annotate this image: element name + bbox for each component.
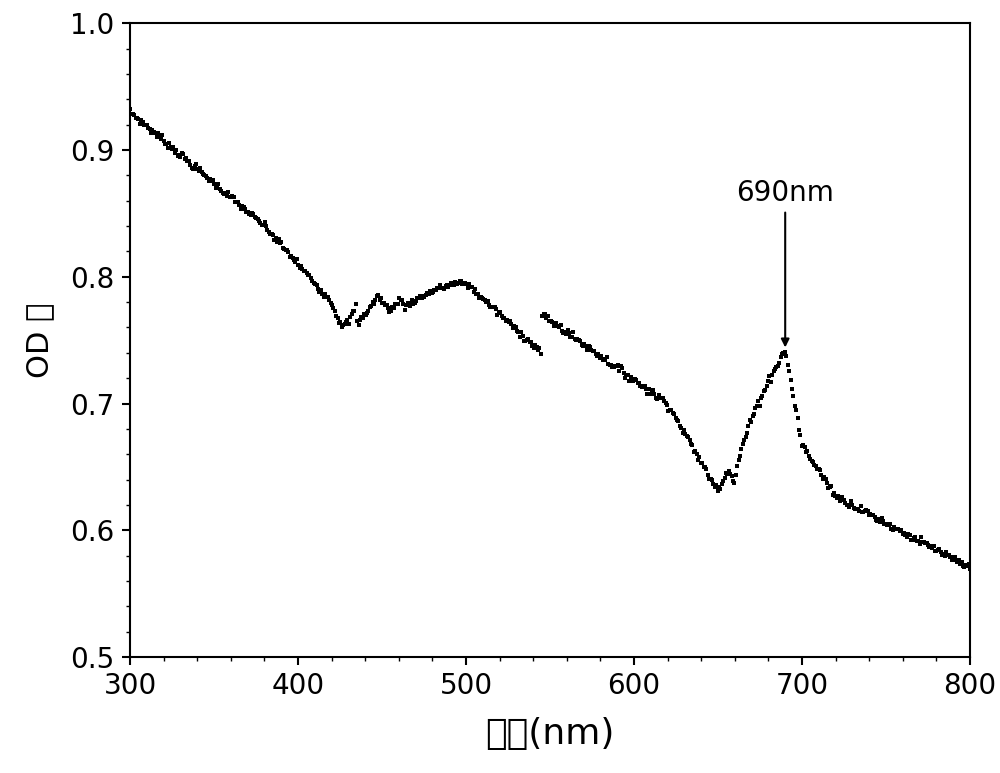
Y-axis label: OD 值: OD 值 [25,302,54,378]
Text: 690nm: 690nm [736,179,834,346]
X-axis label: 波长(nm): 波长(nm) [485,717,615,751]
